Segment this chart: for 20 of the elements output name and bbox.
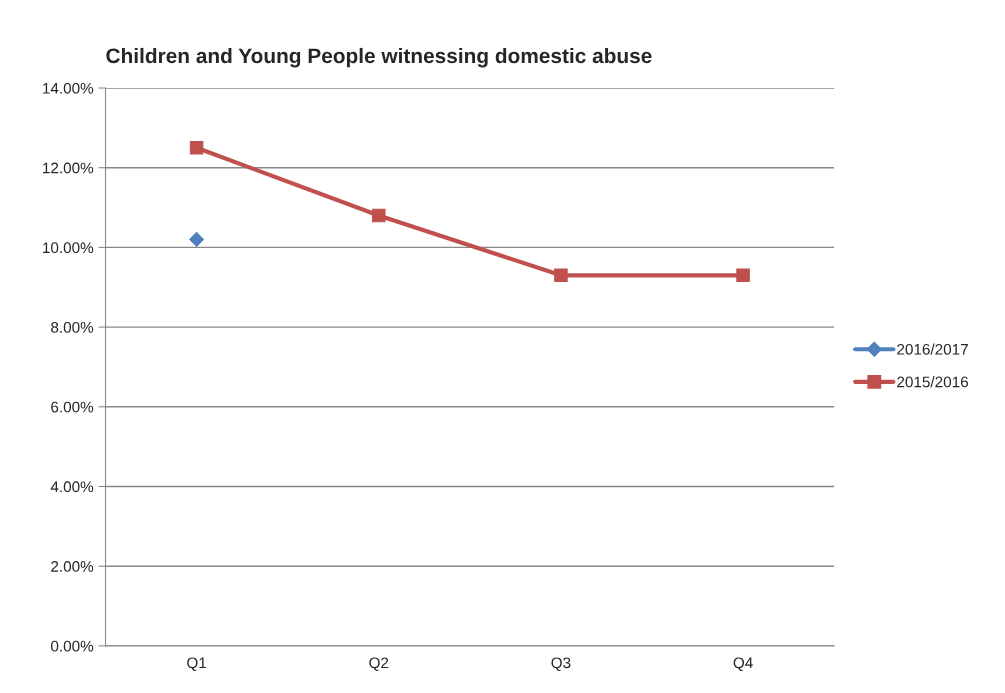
y-tick-label: 6.00% (51, 401, 94, 413)
y-tick-label: 0.00% (51, 640, 94, 652)
point (736, 268, 750, 283)
point (189, 141, 204, 155)
x-tick-label: Q4 (733, 657, 753, 671)
y-tick-label: 10.00% (43, 242, 94, 254)
y-tick-label: 12.00% (43, 162, 94, 174)
x-tick-label: Q1 (187, 657, 207, 671)
legend-label: 2016/2017 (897, 343, 968, 355)
x-tick-label: Q2 (369, 657, 389, 671)
y-tick-label: 4.00% (50, 481, 94, 493)
legend-label: 2015/2016 (897, 376, 968, 388)
y-tick-label: 2.00% (51, 561, 94, 572)
y-tick-label: 8.00% (51, 321, 94, 333)
y-tick-label: 14.00% (43, 82, 94, 94)
chart-title: Children and Young People witnessing domestic abuse (106, 47, 652, 68)
point (189, 232, 204, 247)
point (554, 268, 568, 283)
x-tick-label: Q3 (551, 657, 571, 671)
point (371, 208, 386, 223)
